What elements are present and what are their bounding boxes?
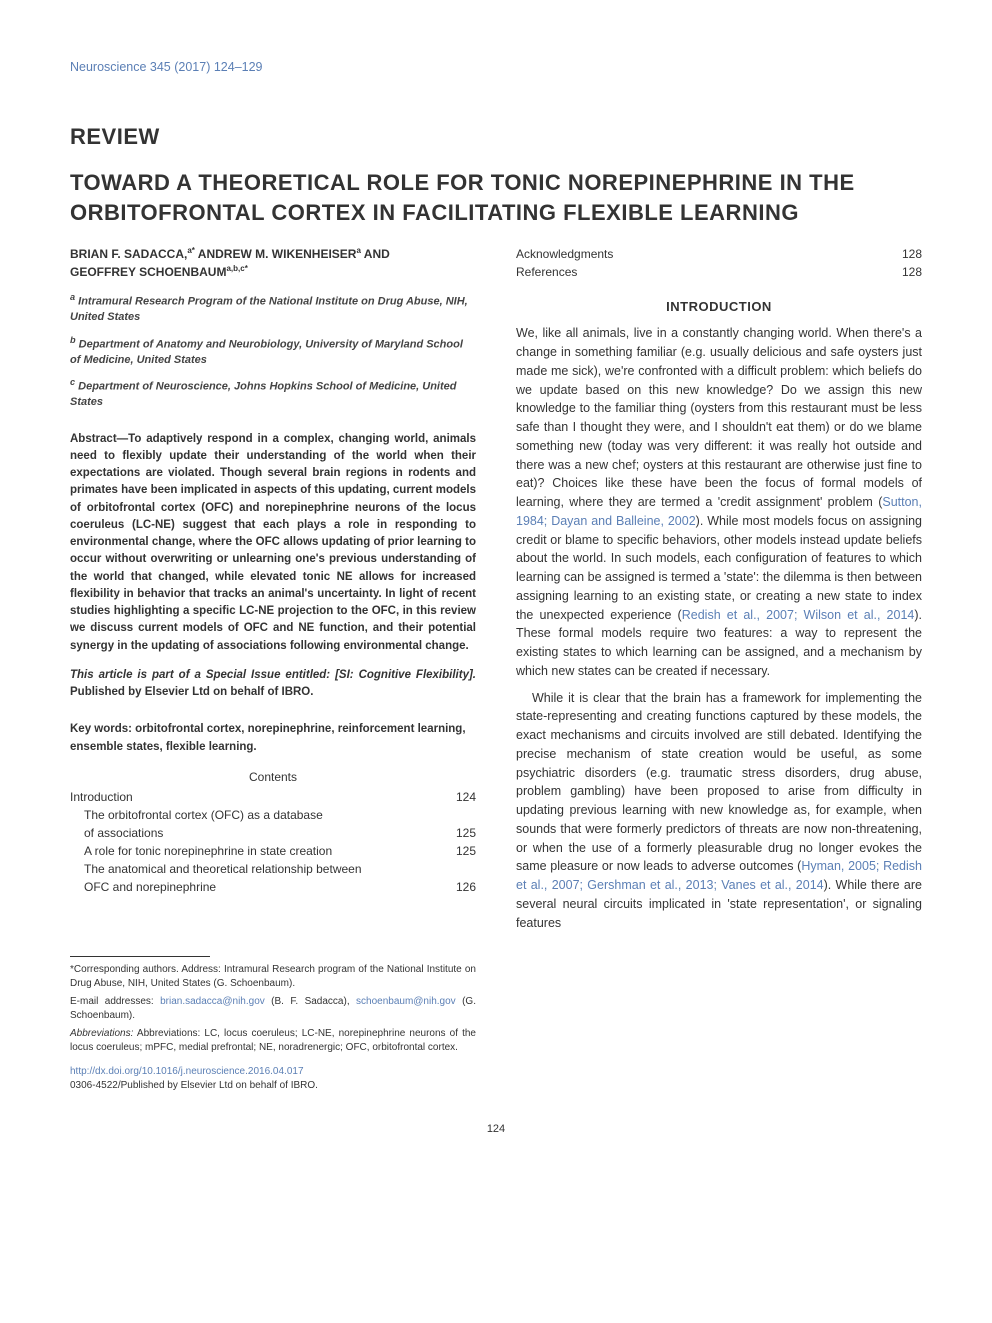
author-list: BRIAN F. SADACCA,a* ANDREW M. WIKENHEISE…: [70, 245, 476, 281]
toc-page: 125: [436, 824, 476, 842]
body-span: While it is clear that the brain has a f…: [516, 691, 922, 874]
introduction-paragraph-2: While it is clear that the brain has a f…: [516, 689, 922, 933]
footnote-label: E-mail addresses:: [70, 996, 160, 1007]
toc-row: The orbitofrontal cortex (OFC) as a data…: [70, 806, 476, 824]
toc-label: A role for tonic norepinephrine in state…: [70, 842, 436, 860]
right-column: Acknowledgments 128 References 128 INTRO…: [516, 245, 922, 1093]
toc-page: 126: [436, 878, 476, 896]
publisher-note: Published by Elsevier Ltd on behalf of I…: [70, 686, 313, 698]
email-link[interactable]: brian.sadacca@nih.gov: [160, 996, 265, 1007]
two-column-layout: BRIAN F. SADACCA,a* ANDREW M. WIKENHEISE…: [70, 245, 922, 1093]
corresponding-author-footnote: *Corresponding authors. Address: Intramu…: [70, 963, 476, 991]
toc-page: [436, 860, 476, 878]
toc-label: References: [516, 263, 882, 281]
toc-row: Acknowledgments 128: [516, 245, 922, 263]
special-issue-title: This article is part of a Special Issue …: [70, 669, 476, 681]
left-column: BRIAN F. SADACCA,a* ANDREW M. WIKENHEISE…: [70, 245, 476, 1093]
toc-row: References 128: [516, 263, 922, 281]
doi-block: http://dx.doi.org/10.1016/j.neuroscience…: [70, 1065, 476, 1093]
author-affil-marker: a*: [187, 246, 195, 255]
abbreviations-footnote: Abbreviations: Abbreviations: LC, locus …: [70, 1027, 476, 1055]
introduction-paragraph-1: We, like all animals, live in a constant…: [516, 324, 922, 680]
affiliation-b: b Department of Anatomy and Neurobiology…: [70, 334, 476, 368]
toc-label: The orbitofrontal cortex (OFC) as a data…: [70, 806, 436, 824]
email-footnote: E-mail addresses: brian.sadacca@nih.gov …: [70, 995, 476, 1023]
affiliation-text: Department of Neuroscience, Johns Hopkin…: [70, 381, 457, 408]
page-number: 124: [70, 1123, 922, 1135]
abstract: Abstract—To adaptively respond in a comp…: [70, 431, 476, 655]
toc-label: of associations: [70, 824, 436, 842]
affiliation-text: Department of Anatomy and Neurobiology, …: [70, 338, 463, 365]
toc-label: Acknowledgments: [516, 245, 882, 263]
citation-link[interactable]: Redish et al., 2007; Wilson et al., 2014: [682, 608, 915, 622]
affiliation-c: c Department of Neuroscience, Johns Hopk…: [70, 376, 476, 410]
toc-page: 124: [436, 788, 476, 806]
toc-row: A role for tonic norepinephrine in state…: [70, 842, 476, 860]
footnote-text: (B. F. Sadacca),: [265, 996, 356, 1007]
special-issue-note: This article is part of a Special Issue …: [70, 667, 476, 702]
toc-page: [436, 806, 476, 824]
toc-label: The anatomical and theoretical relations…: [70, 860, 436, 878]
toc-page: 125: [436, 842, 476, 860]
toc-page: 128: [882, 245, 922, 263]
author-affil-marker: a,b,c*: [226, 264, 247, 273]
toc-row: OFC and norepinephrine 126: [70, 878, 476, 896]
article-type: REVIEW: [70, 124, 922, 150]
toc-label: Introduction: [70, 788, 436, 806]
author-connector: AND: [361, 247, 390, 261]
journal-reference: Neuroscience 345 (2017) 124–129: [70, 60, 922, 74]
section-heading-introduction: INTRODUCTION: [516, 299, 922, 314]
author-name: GEOFFREY SCHOENBAUM: [70, 265, 226, 279]
body-span: ). While most models focus on assigning …: [516, 514, 922, 622]
contents-heading: Contents: [70, 770, 476, 784]
affiliation-text: Intramural Research Program of the Natio…: [70, 296, 468, 323]
email-link[interactable]: schoenbaum@nih.gov: [356, 996, 456, 1007]
copyright-text: 0306-4522/Published by Elsevier Ltd on b…: [70, 1080, 318, 1091]
footnote-text: Corresponding authors. Address: Intramur…: [70, 964, 476, 989]
toc-page: 128: [882, 263, 922, 281]
affiliation-a: a Intramural Research Program of the Nat…: [70, 291, 476, 325]
keywords: Key words: orbitofrontal cortex, norepin…: [70, 721, 476, 756]
article-title: TOWARD A THEORETICAL ROLE FOR TONIC NORE…: [70, 168, 922, 227]
author-name: BRIAN F. SADACCA,: [70, 247, 187, 261]
author-name: ANDREW M. WIKENHEISER: [195, 247, 357, 261]
toc-label: OFC and norepinephrine: [70, 878, 436, 896]
toc-row: of associations 125: [70, 824, 476, 842]
doi-link[interactable]: http://dx.doi.org/10.1016/j.neuroscience…: [70, 1066, 304, 1077]
toc-row: The anatomical and theoretical relations…: [70, 860, 476, 878]
toc-row: Introduction 124: [70, 788, 476, 806]
footnote-separator: [70, 956, 210, 957]
body-span: We, like all animals, live in a constant…: [516, 326, 922, 509]
